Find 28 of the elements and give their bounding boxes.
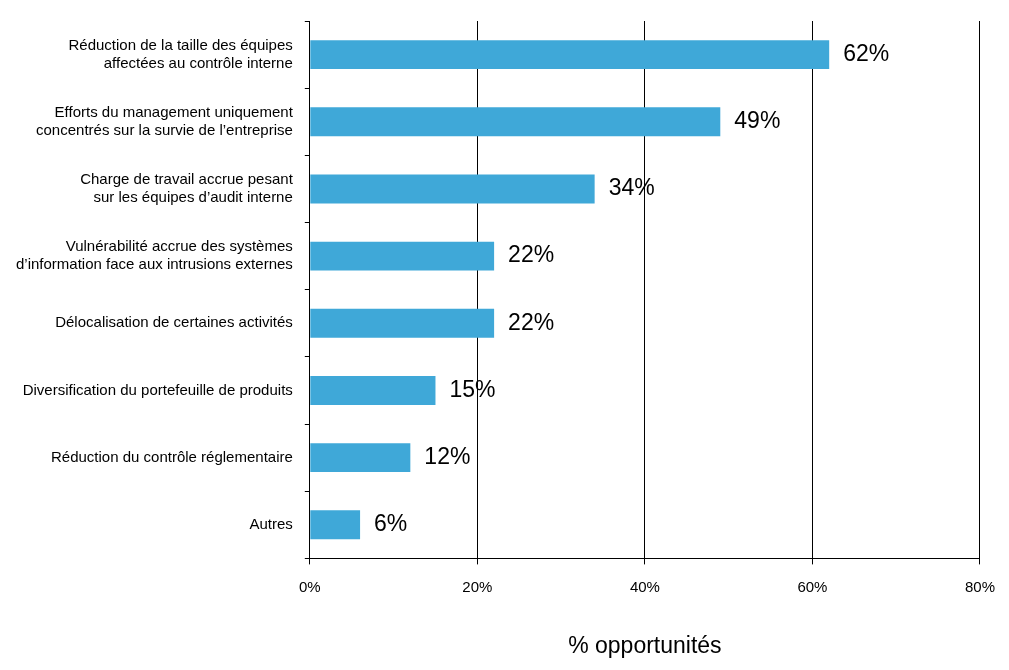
y-tick-label: Autres	[249, 514, 293, 532]
y-tick-label: Efforts du management uniquement concentrés sur la survie de l’entreprise	[36, 102, 294, 138]
data-label: 62%	[843, 39, 890, 66]
data-label: 6%	[374, 510, 408, 537]
bar	[310, 376, 436, 405]
bar	[310, 107, 721, 137]
y-tick-label: Délocalisation de certaines activités	[55, 313, 293, 331]
y-tick-label: Réduction du contrôle réglementaire	[51, 447, 293, 465]
data-label: 22%	[508, 308, 555, 335]
x-tick-label: 60%	[797, 577, 828, 595]
x-tick-label: 40%	[629, 577, 660, 595]
x-tick-label: 20%	[462, 577, 493, 595]
data-label: 49%	[734, 107, 781, 134]
y-tick-label: Diversification du portefeuille de produits	[22, 380, 293, 398]
y-tick-label: Réduction de la taille des équipes affectées au contrôle interne	[68, 35, 293, 71]
x-tick-label: 80%	[964, 577, 995, 595]
bar	[310, 308, 495, 338]
y-tick-label: Charge de travail accrue pesant sur les équipes d’audit interne	[80, 170, 294, 206]
x-tick-label: 0%	[298, 577, 321, 595]
x-axis-title: % opportunités	[568, 631, 722, 658]
bar	[310, 40, 830, 70]
bar	[310, 241, 495, 271]
bar	[310, 174, 595, 204]
data-label: 22%	[508, 241, 555, 268]
bar	[310, 443, 411, 473]
bar	[310, 510, 361, 540]
y-tick-label: Vulnérabilité accrue des systèmes d’information face aux intrusions externes	[16, 237, 293, 273]
data-label: 12%	[424, 442, 471, 469]
